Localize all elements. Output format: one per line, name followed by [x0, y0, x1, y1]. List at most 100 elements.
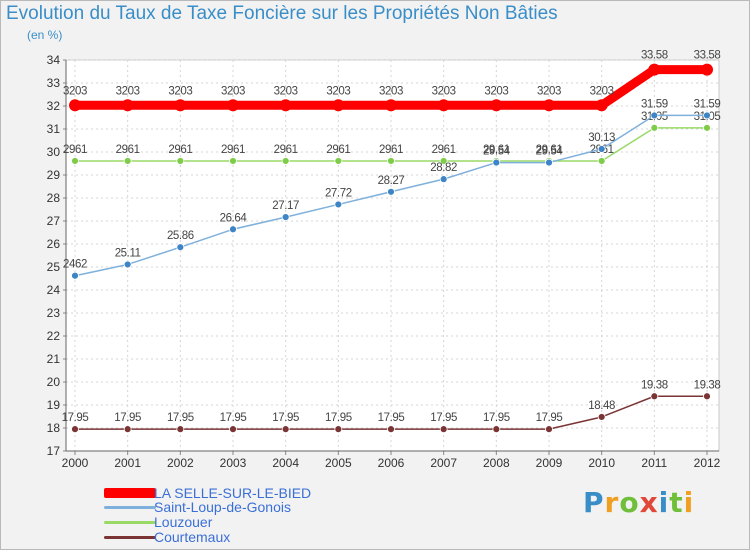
data-point: [123, 157, 132, 165]
x-tick-label: 2009: [536, 456, 563, 470]
data-label: 17.95: [536, 412, 563, 424]
y-tick-label: 31: [47, 122, 61, 136]
brand-letter: o: [619, 486, 640, 519]
data-label: 3203: [590, 85, 614, 97]
data-point: [650, 111, 659, 120]
data-label: 19.38: [694, 379, 721, 391]
data-point: [176, 425, 185, 434]
data-point: [595, 99, 608, 112]
legend-swatch: [104, 520, 156, 524]
data-point: [648, 63, 661, 76]
x-tick-label: 2010: [588, 456, 615, 470]
data-point: [281, 157, 290, 165]
data-label: 19.38: [641, 379, 668, 391]
data-label: 25.86: [167, 230, 194, 242]
data-label: 3203: [274, 85, 298, 97]
brand-letter: i: [683, 486, 695, 519]
data-point: [387, 157, 395, 165]
data-label: 3203: [484, 85, 508, 97]
data-label: 3203: [432, 85, 456, 97]
x-tick-label: 2002: [167, 456, 194, 470]
data-point: [385, 99, 397, 112]
brand-letter: x: [639, 486, 659, 519]
data-point: [229, 157, 237, 165]
data-point: [597, 413, 606, 421]
x-tick-label: 2006: [378, 456, 405, 470]
legend-swatch: [104, 505, 156, 509]
data-point: [334, 157, 343, 165]
data-label: 3203: [63, 85, 87, 97]
data-point: [439, 157, 448, 165]
data-label: 17.95: [220, 412, 247, 424]
legend-item-courtemaux: Courtemaux: [104, 529, 230, 545]
data-label: 2961: [221, 144, 245, 156]
x-tick-label: 2003: [220, 456, 247, 470]
plot-area: [65, 59, 720, 452]
data-point: [703, 111, 711, 120]
data-label: 33.58: [641, 50, 668, 62]
x-tick-label: 2005: [325, 456, 352, 470]
data-label: 26.64: [220, 212, 248, 224]
data-label: 3203: [168, 85, 192, 97]
data-label: 2961: [432, 144, 456, 156]
data-point: [597, 145, 606, 153]
data-label: 29.61: [483, 144, 510, 156]
data-label: 2462: [63, 259, 87, 271]
data-label: 18.48: [588, 400, 615, 412]
proxiti-logo: Proxiti: [583, 486, 694, 519]
data-label: 2961: [168, 144, 192, 156]
data-point: [332, 99, 345, 112]
data-label: 3203: [221, 85, 245, 97]
data-point: [176, 243, 185, 252]
brand-letter: t: [669, 486, 684, 519]
data-label: 31.59: [694, 98, 721, 110]
x-tick-label: 2001: [114, 456, 141, 470]
y-tick-label: 23: [47, 306, 61, 320]
data-label: 30.13: [588, 132, 615, 144]
data-label: 17.95: [272, 412, 299, 424]
data-point: [176, 157, 185, 165]
legend-item-la-selle-sur-le-bied: LA SELLE-SUR-LE-BIED: [104, 485, 311, 501]
x-tick-label: 2012: [694, 456, 721, 470]
data-label: 3203: [537, 85, 561, 97]
data-point: [71, 271, 79, 280]
data-label: 3203: [116, 85, 140, 97]
y-tick-label: 19: [47, 398, 61, 412]
data-label: 17.95: [325, 412, 352, 424]
data-point: [439, 425, 448, 434]
brand-letter: r: [604, 486, 620, 519]
legend-swatch: [104, 488, 156, 498]
chart-title: Evolution du Taux de Taxe Foncière sur l…: [6, 3, 558, 24]
data-point: [387, 425, 395, 434]
legend-label: Louzouer: [154, 514, 213, 530]
data-point: [437, 99, 450, 112]
data-point: [545, 425, 553, 434]
data-point: [229, 225, 237, 234]
data-point: [71, 157, 79, 165]
data-label: 2961: [116, 144, 140, 156]
data-label: 2961: [274, 144, 298, 156]
data-point: [650, 123, 659, 132]
data-label: 28.82: [430, 162, 457, 174]
y-tick-label: 30: [47, 145, 61, 159]
y-tick-label: 20: [47, 375, 61, 389]
data-label: 17.95: [167, 412, 194, 424]
data-point: [439, 175, 448, 184]
y-axis-unit-label: (en %): [27, 28, 63, 42]
x-tick-label: 2008: [483, 456, 510, 470]
y-tick-label: 32: [47, 99, 61, 113]
legend-item-saint-loup-de-gonois: Saint-Loup-de-Gonois: [104, 499, 291, 515]
data-label: 17.95: [62, 412, 89, 424]
data-point: [334, 200, 343, 209]
data-point: [545, 158, 553, 167]
data-point: [490, 99, 503, 112]
legend-item-louzouer: Louzouer: [104, 514, 212, 530]
y-tick-label: 25: [47, 260, 61, 274]
data-label: 27.72: [325, 187, 352, 199]
y-tick-label: 27: [47, 214, 61, 228]
y-tick-label: 28: [47, 191, 61, 205]
data-label: 31.59: [641, 98, 668, 110]
data-label: 17.95: [378, 412, 405, 424]
legend-label: LA SELLE-SUR-LE-BIED: [154, 485, 312, 501]
y-tick-label: 21: [47, 352, 61, 366]
